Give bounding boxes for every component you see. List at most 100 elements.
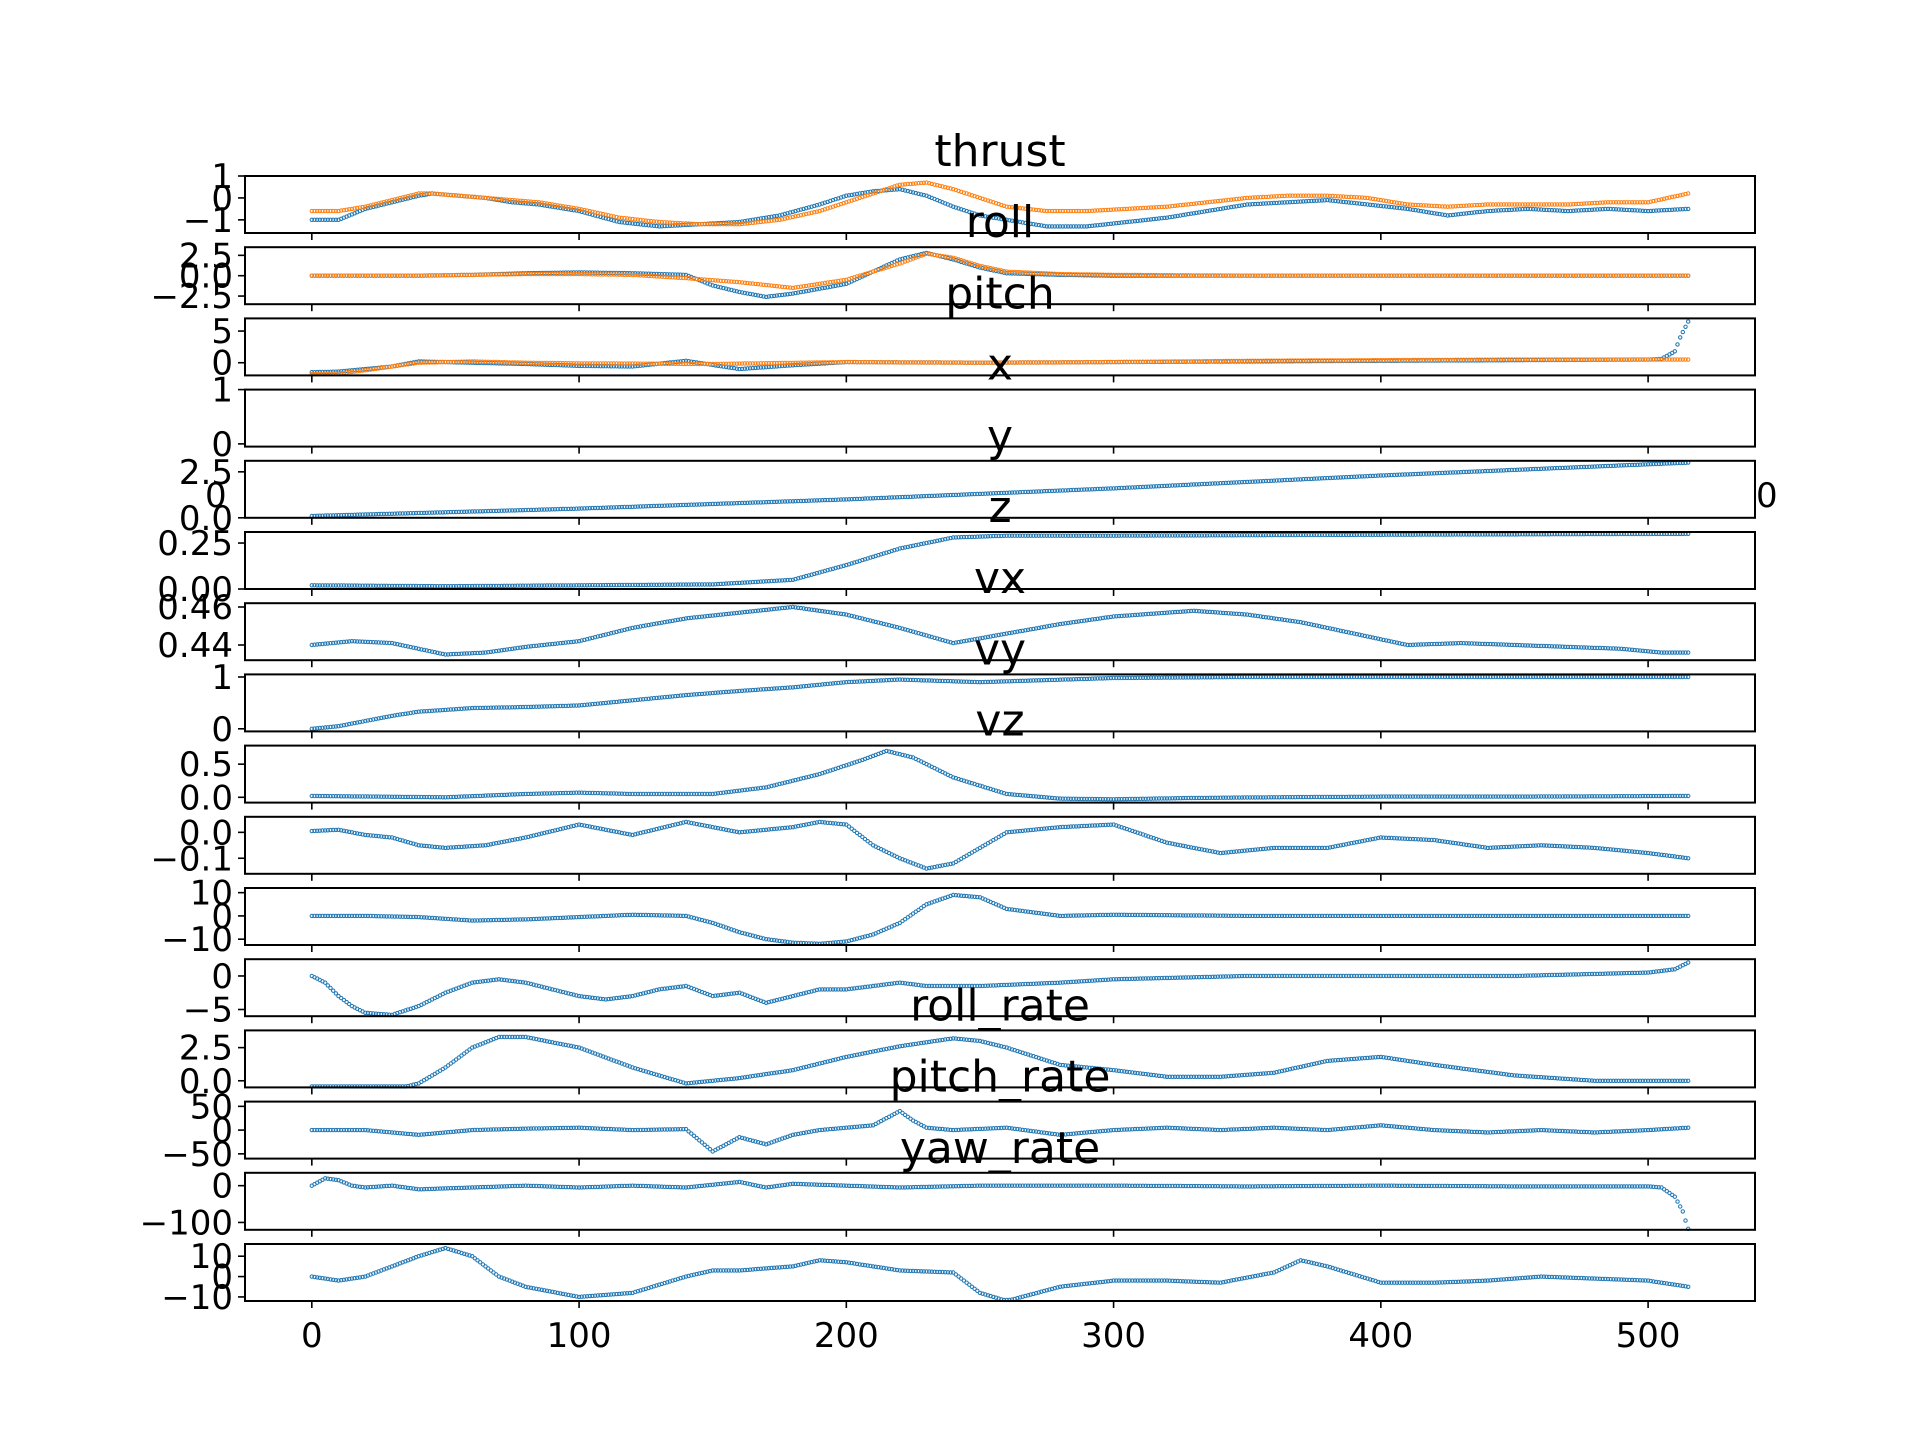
- data-point: [1597, 200, 1603, 205]
- data-point: [520, 201, 526, 206]
- data-point: [820, 281, 825, 286]
- data-point: [1378, 273, 1384, 278]
- data-point: [1156, 216, 1162, 221]
- data-point: [635, 221, 641, 227]
- data-point: [1490, 208, 1496, 214]
- data-point: [769, 283, 774, 288]
- data-point: [1637, 273, 1643, 278]
- data-point: [608, 272, 614, 277]
- data-point: [1242, 202, 1247, 208]
- data-point: [764, 282, 769, 288]
- data-point: [1485, 208, 1490, 214]
- data-point: [694, 221, 699, 227]
- data-point: [630, 221, 635, 226]
- data-point: [494, 196, 499, 202]
- data-point: [1009, 205, 1015, 210]
- data-point: [1311, 198, 1317, 204]
- data-point: [1124, 272, 1130, 278]
- data-point: [1191, 201, 1197, 207]
- data-point: [1178, 203, 1183, 208]
- data-point: [1536, 202, 1541, 207]
- data-point: [1154, 205, 1159, 210]
- data-point: [462, 194, 467, 199]
- data-point: [745, 218, 750, 223]
- data-point: [675, 220, 681, 226]
- data-point: [1552, 202, 1557, 207]
- data-point: [312, 208, 317, 214]
- data-point: [1539, 207, 1544, 212]
- data-point: [1576, 201, 1581, 207]
- data-point: [814, 203, 820, 208]
- data-point: [560, 204, 566, 209]
- data-point: [1298, 193, 1303, 198]
- data-point: [443, 192, 448, 197]
- data-point: [1354, 201, 1360, 206]
- data-point: [1204, 273, 1210, 278]
- data-point: [1151, 205, 1156, 210]
- data-point: [1621, 273, 1627, 278]
- data-point: [544, 271, 550, 277]
- data-point: [1373, 203, 1378, 208]
- data-point: [1082, 224, 1087, 229]
- data-point: [1319, 193, 1325, 198]
- data-point: [1295, 273, 1301, 278]
- data-point: [363, 204, 368, 209]
- data-point: [416, 273, 421, 278]
- data-point: [747, 291, 753, 297]
- data-point: [1239, 203, 1245, 208]
- y-tick-label: 0.25: [157, 524, 233, 564]
- data-point: [1266, 201, 1271, 206]
- data-point: [547, 271, 552, 277]
- data-point: [1421, 209, 1426, 214]
- data-point: [1199, 200, 1205, 206]
- data-point: [1645, 208, 1651, 214]
- data-point: [435, 191, 440, 197]
- data-point: [518, 198, 523, 204]
- data-point: [1151, 272, 1156, 278]
- data-point: [630, 272, 635, 278]
- data-point: [1346, 200, 1352, 205]
- data-point: [1167, 273, 1172, 278]
- data-point: [742, 219, 747, 224]
- data-point: [1579, 201, 1584, 207]
- data-point: [796, 290, 801, 295]
- data-point: [1659, 197, 1664, 202]
- data-point: [1309, 273, 1314, 278]
- data-point: [812, 210, 817, 215]
- data-point: [1279, 193, 1285, 199]
- data-point: [1595, 207, 1600, 212]
- data-point: [1015, 219, 1020, 224]
- data-point: [1258, 195, 1263, 200]
- data-point: [846, 193, 852, 198]
- data-point: [1627, 273, 1632, 278]
- data-point: [1247, 202, 1253, 207]
- data-point: [1573, 273, 1579, 278]
- data-point: [504, 272, 510, 277]
- data-point: [1346, 273, 1352, 278]
- data-point: [1402, 206, 1408, 211]
- data-point: [1605, 200, 1611, 205]
- data-point: [437, 192, 443, 197]
- data-point: [1111, 207, 1116, 212]
- data-point: [1055, 224, 1060, 229]
- data-point: [1028, 221, 1033, 227]
- data-point: [336, 273, 341, 278]
- data-point: [584, 211, 590, 216]
- data-point: [1640, 208, 1646, 214]
- data-point: [1552, 208, 1557, 213]
- y-tick-label: 0.46: [157, 588, 233, 628]
- data-point: [1066, 208, 1071, 214]
- data-point: [510, 272, 515, 277]
- data-point: [1474, 210, 1480, 215]
- data-point: [1453, 212, 1458, 217]
- data-point: [1637, 208, 1643, 213]
- data-point: [1063, 224, 1068, 229]
- data-point: [1349, 194, 1354, 200]
- data-point: [929, 252, 934, 257]
- data-point: [780, 217, 785, 222]
- data-point: [566, 271, 571, 277]
- data-point: [1653, 208, 1659, 213]
- data-point: [491, 272, 496, 277]
- data-point: [809, 204, 814, 209]
- data-point: [1116, 272, 1122, 278]
